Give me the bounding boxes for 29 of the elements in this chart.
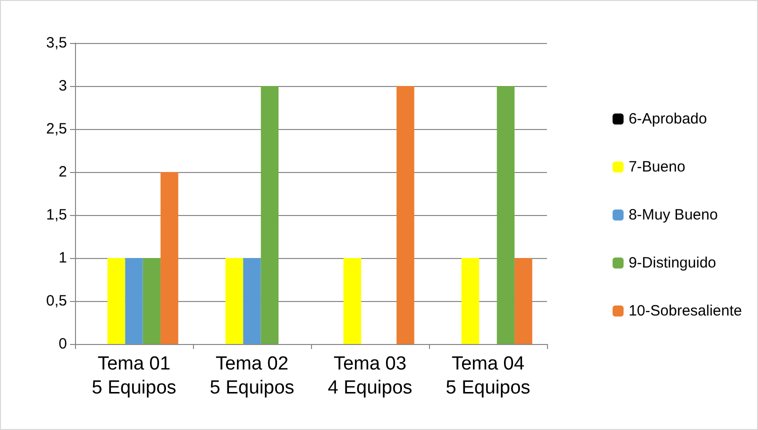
x-tick-label: Tema 03 4 Equipos [328, 354, 412, 398]
legend-label: 6-Aprobado [628, 110, 707, 128]
legend-label: 9-Distinguido [628, 254, 716, 272]
y-tick-label: 0,5 [46, 292, 67, 310]
bar [496, 86, 515, 344]
y-tick-label: 3,5 [46, 34, 67, 52]
x-tick-label: Tema 01 5 Equipos [92, 354, 176, 398]
bar [142, 258, 161, 344]
bar [243, 258, 261, 344]
y-tick-label: 2 [58, 164, 67, 180]
y-tick-label: 1,5 [46, 206, 67, 224]
bar [260, 86, 279, 344]
y-tick-label: 1 [58, 250, 67, 266]
y-tick-label: 2,5 [46, 120, 67, 138]
bar [396, 86, 414, 344]
bar [514, 258, 532, 344]
bar [107, 258, 126, 344]
legend-label: 10-Sobresaliente [628, 302, 742, 320]
y-tick-label: 0 [58, 336, 67, 352]
legend-label: 7-Bueno [628, 158, 686, 176]
y-tick-label: 3 [58, 78, 67, 94]
legend-label: 8-Muy Bueno [628, 206, 718, 224]
bar [160, 172, 178, 344]
bar [125, 258, 143, 344]
bar [343, 258, 362, 344]
x-tick-label: Tema 02 5 Equipos [210, 354, 294, 398]
bar [461, 258, 480, 344]
bar [225, 258, 244, 344]
x-tick-label: Tema 04 5 Equipos [446, 354, 530, 398]
